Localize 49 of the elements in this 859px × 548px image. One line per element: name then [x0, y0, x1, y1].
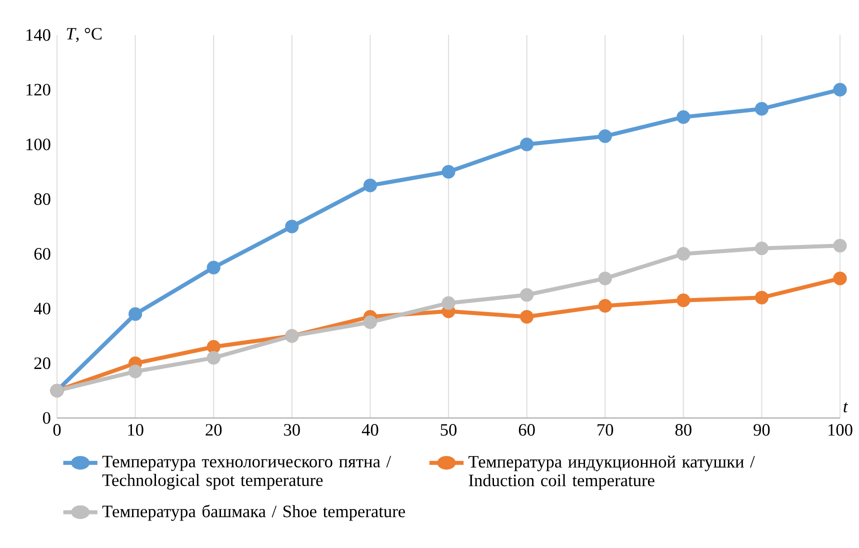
- y-tick-label: 140: [26, 29, 50, 41]
- y-tick-label: 0: [42, 412, 50, 424]
- y-tick-label: 40: [34, 302, 50, 314]
- point: [676, 294, 690, 308]
- point: [598, 272, 612, 286]
- point: [598, 299, 612, 313]
- point: [676, 110, 690, 124]
- point: [754, 290, 769, 304]
- x-axis-title: t: [844, 402, 848, 412]
- point: [442, 296, 456, 310]
- y-axis-title: T, °C: [66, 28, 102, 42]
- point: [520, 310, 534, 324]
- point: [363, 315, 378, 330]
- point: [520, 288, 534, 302]
- x-tick-label: 90: [754, 424, 770, 436]
- x-tick-label: 40: [362, 424, 378, 436]
- y-tick-label: 20: [34, 357, 50, 370]
- point: [128, 307, 142, 321]
- x-tick-label: 20: [206, 424, 222, 436]
- point: [363, 178, 378, 192]
- y-tick-label: 100: [26, 138, 50, 150]
- point: [206, 351, 220, 365]
- x-tick-label: 0: [53, 424, 61, 436]
- y-tick-label: 120: [26, 84, 50, 96]
- y-tick-label: 60: [34, 248, 50, 260]
- x-tick-label: 30: [284, 424, 300, 436]
- point: [833, 238, 847, 252]
- point: [754, 102, 769, 116]
- x-tick-label: 70: [598, 424, 614, 436]
- point: [833, 272, 847, 286]
- point: [206, 260, 220, 274]
- legend-label: Температура башмака / Shoe temperature: [102, 504, 405, 521]
- y-tick-label: 80: [34, 193, 50, 205]
- x-tick-label: 100: [828, 424, 852, 436]
- x-tick-label: 80: [675, 424, 692, 436]
- point: [442, 164, 456, 179]
- point: [676, 247, 690, 261]
- x-tick-label: 60: [518, 424, 535, 436]
- point: [598, 129, 612, 144]
- x-tick-label: 10: [128, 424, 144, 436]
- point: [285, 220, 299, 234]
- legend-label: Температура технологического пятна / Technological spot temperature: [102, 456, 392, 490]
- x-tick-label: 50: [440, 424, 457, 436]
- point: [128, 364, 142, 378]
- point: [754, 242, 769, 256]
- point: [206, 340, 220, 354]
- legend-label: Температура индукционной катушки / Induction coil temperature: [468, 456, 755, 490]
- point: [520, 138, 534, 152]
- point: [833, 82, 847, 96]
